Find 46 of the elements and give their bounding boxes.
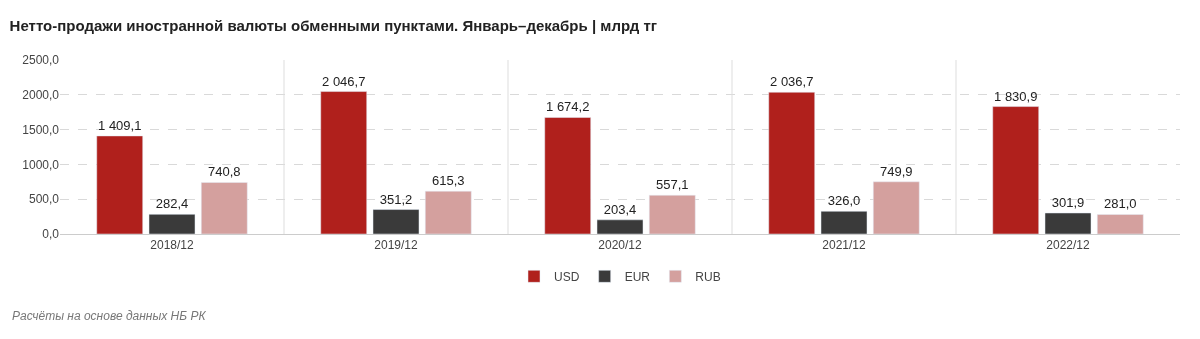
data-label: 281,0 <box>1103 196 1137 212</box>
data-label: 615,3 <box>431 173 465 189</box>
data-label: 749,9 <box>879 163 913 179</box>
x-tick-label: 2022/12 <box>1046 238 1091 253</box>
data-label: 2 036,7 <box>770 74 814 90</box>
chart-title: Нетто-продажи иностранной валюты обменными пунктами. Январь–декабрь | млрд тг <box>9 16 657 34</box>
data-label: 203,4 <box>603 201 637 217</box>
bar <box>320 91 367 234</box>
data-label: 1 674,2 <box>546 99 590 115</box>
bar <box>544 117 591 234</box>
bar <box>1044 212 1092 234</box>
legend-label: EUR <box>624 270 651 285</box>
bar <box>873 181 920 234</box>
y-tick-label: 2000,0 <box>22 88 60 102</box>
bar <box>596 219 644 234</box>
legend-label: USD <box>554 270 580 285</box>
x-tick-label: 2020/12 <box>598 238 643 253</box>
bar <box>425 190 472 234</box>
y-tick-label: 1500,0 <box>22 122 60 137</box>
data-label: 1 830,9 <box>994 88 1038 104</box>
y-tick-label: 1000,0 <box>22 157 60 172</box>
x-tick-label: 2021/12 <box>822 238 867 253</box>
data-label: 740,8 <box>207 164 241 180</box>
x-tick-label: 2018/12 <box>150 238 195 253</box>
data-label: 282,4 <box>155 196 189 212</box>
bar <box>992 106 1039 234</box>
bar <box>148 214 196 234</box>
y-tick-label: 500,0 <box>28 192 60 207</box>
bar <box>768 92 815 234</box>
x-tick-label: 2019/12 <box>374 238 419 253</box>
y-tick-label: 0,0 <box>42 227 60 242</box>
bar <box>649 194 696 234</box>
data-label: 301,9 <box>1051 194 1085 210</box>
data-label: 326,0 <box>827 193 861 209</box>
data-label: 2 046,7 <box>322 73 366 89</box>
bar <box>1097 214 1144 234</box>
data-label: 351,2 <box>379 191 413 207</box>
data-label: 1 409,1 <box>98 117 142 133</box>
bar <box>372 209 420 234</box>
legend-label: RUB <box>695 270 721 285</box>
y-tick-label: 2500,0 <box>22 53 60 68</box>
data-label: 557,1 <box>655 177 689 193</box>
bar <box>820 211 868 234</box>
bar <box>201 182 248 234</box>
text: Расчёты на основе данных НБ РК <box>12 309 207 323</box>
bar <box>96 135 143 234</box>
